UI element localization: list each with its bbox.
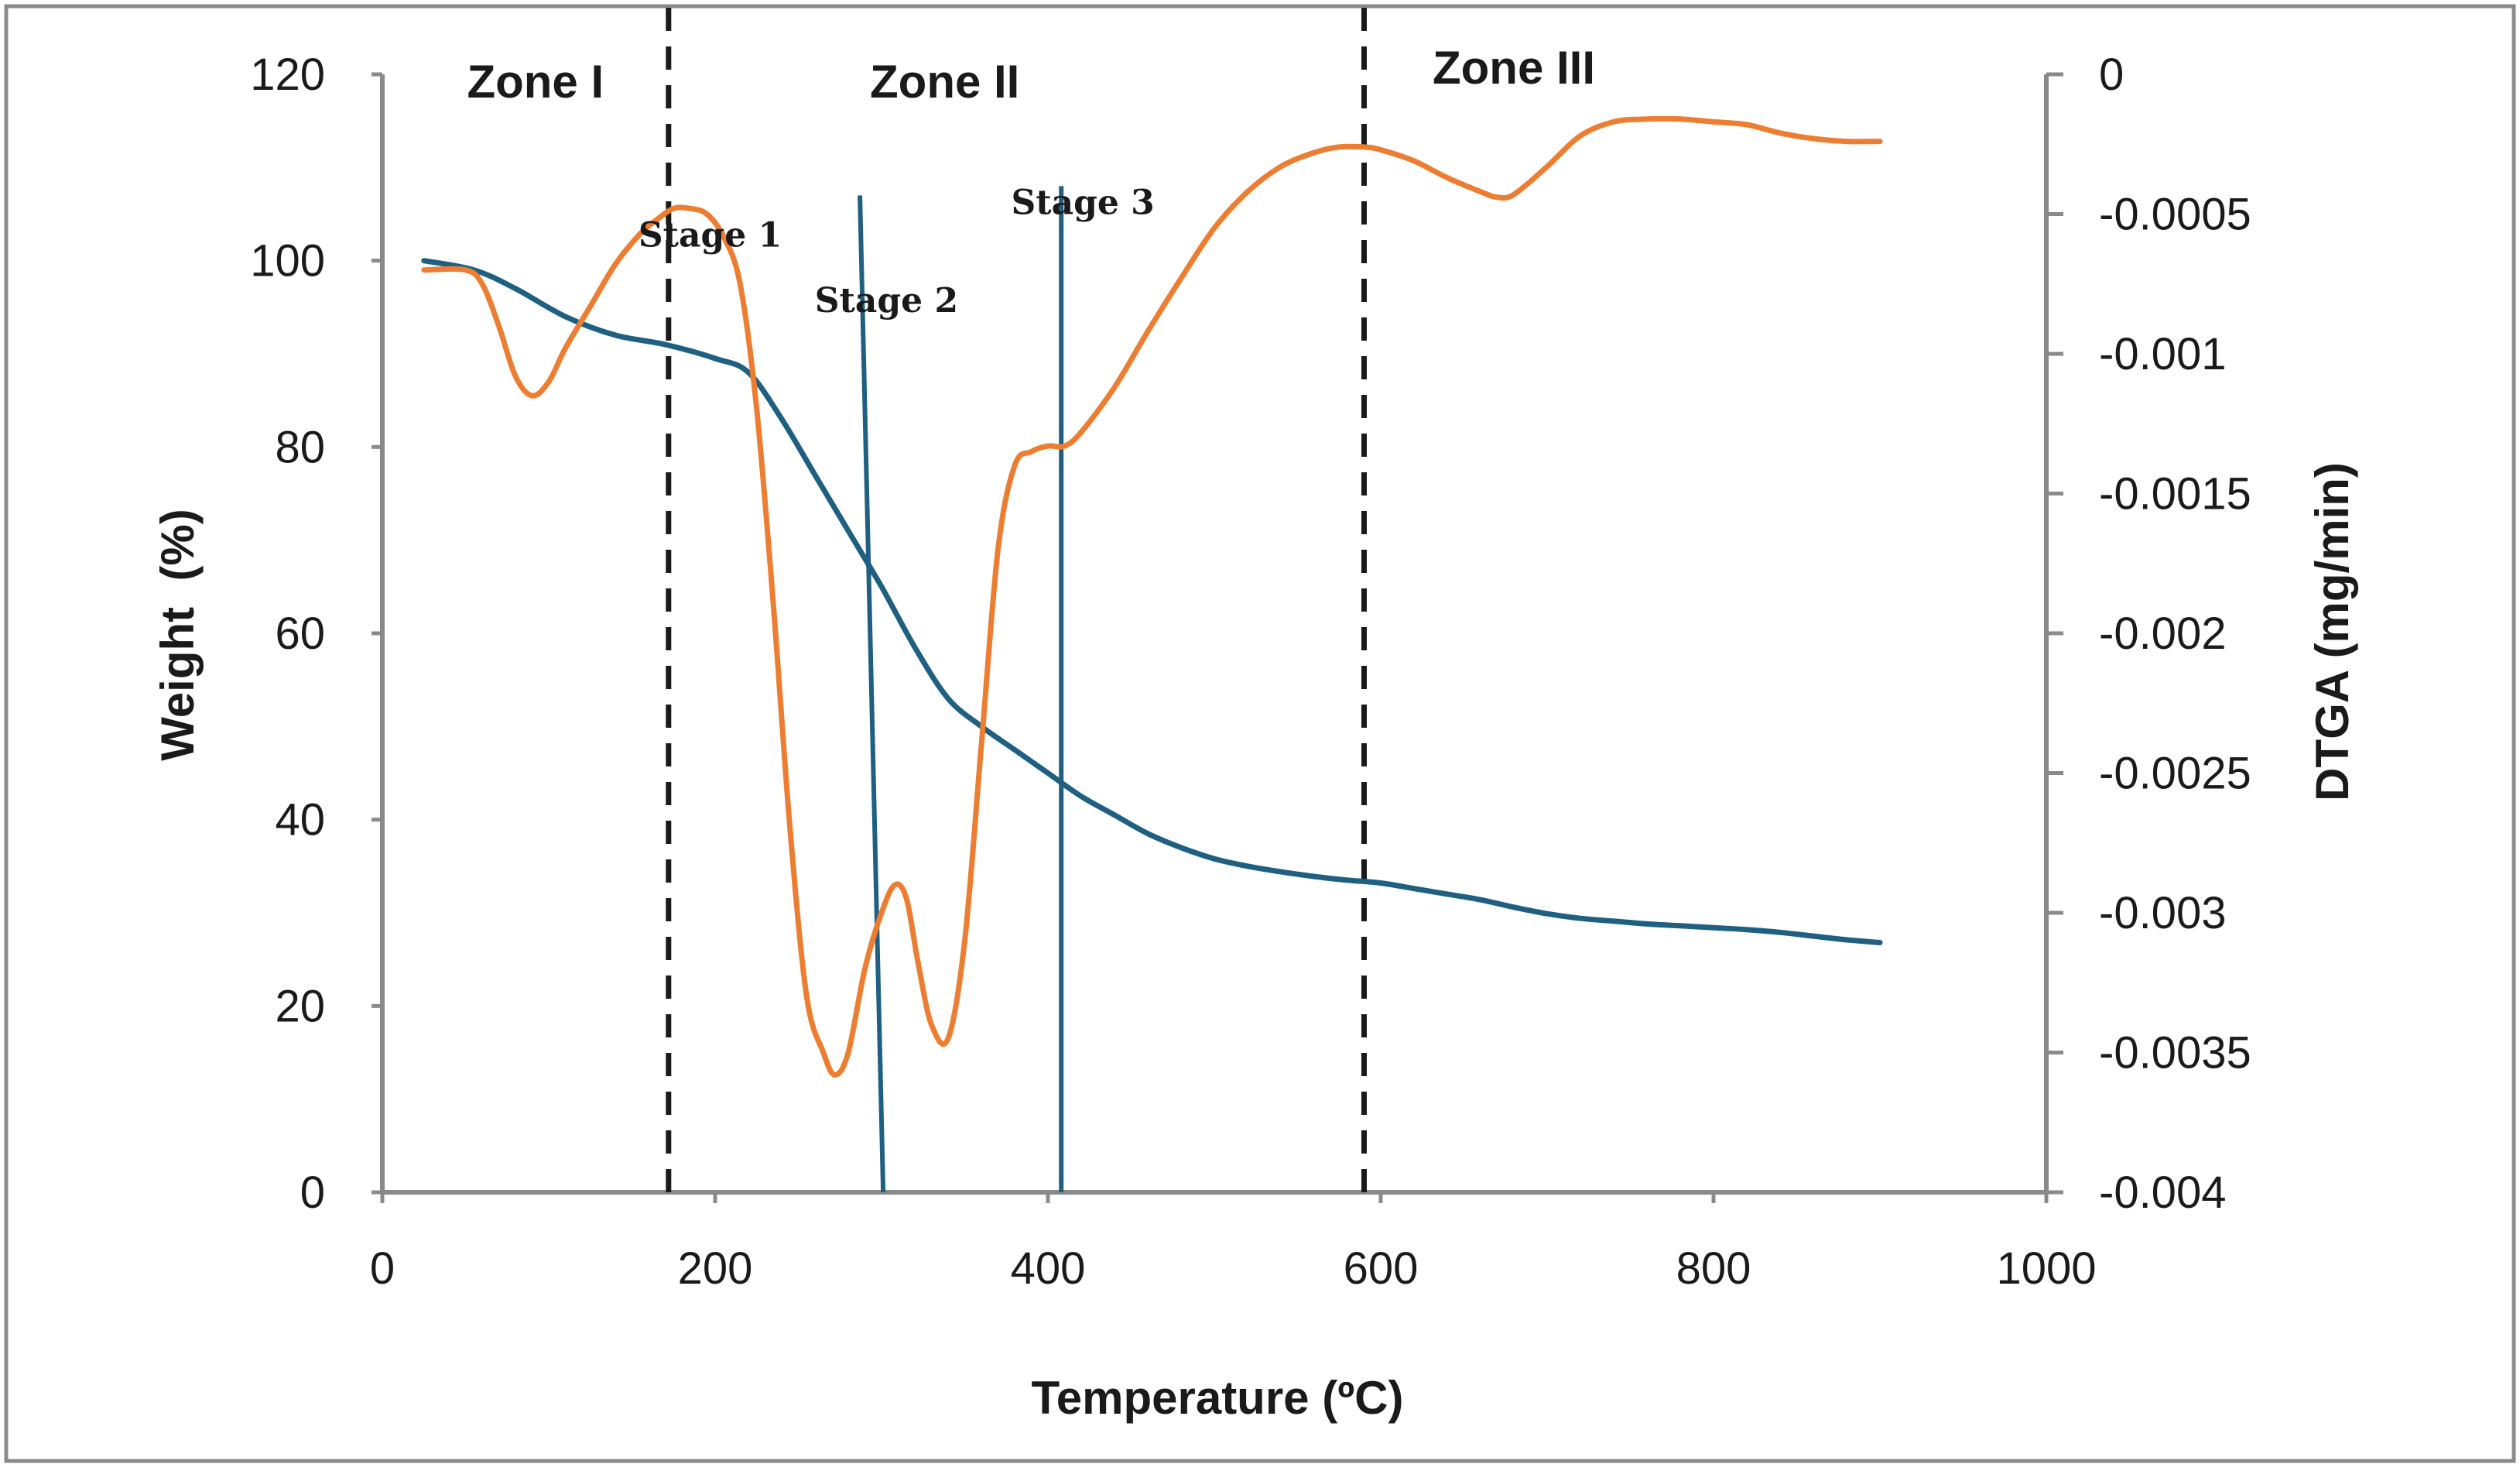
y-tick-label-left: 20 xyxy=(275,981,325,1031)
stage-line-1 xyxy=(858,195,886,1193)
y-tick-label-left: 60 xyxy=(275,609,325,659)
stage-label: Stage 1 xyxy=(639,216,782,255)
y-tick-label-left: 80 xyxy=(275,422,325,472)
annotations: Zone I Zone II Zone III Stage 1 Stage 2 Stage… xyxy=(467,42,1595,321)
zone-label: Zone III xyxy=(1433,42,1595,94)
y-tick-label-right: -0.004 xyxy=(2099,1168,2226,1218)
y-axis-title-left: Weight (%) xyxy=(152,509,204,761)
y-tick-label-right: -0.0015 xyxy=(2099,469,2251,519)
y-tick-label-left: 40 xyxy=(275,795,325,845)
y-tick-label-right: -0.003 xyxy=(2099,888,2226,938)
figure-border xyxy=(4,4,2516,1463)
reference-lines xyxy=(666,8,1367,1198)
series-group xyxy=(421,115,1883,1078)
tick-labels: 0 200 400 600 800 1000 0 20 40 60 80 100 120 0 -0.0005… xyxy=(250,50,2251,1294)
series-line-weight xyxy=(421,258,1883,945)
y-tick-label-right: -0.0035 xyxy=(2099,1028,2251,1078)
y-tick-label-left: 100 xyxy=(250,236,325,286)
x-tick-label: 400 xyxy=(1011,1243,1086,1294)
y-tick-label-left: 120 xyxy=(250,50,325,100)
y-tick-label-right: 0 xyxy=(2099,50,2124,100)
x-tick-label: 600 xyxy=(1344,1243,1419,1294)
x-tick-label: 0 xyxy=(370,1243,395,1294)
zone-label: Zone II xyxy=(870,56,1019,108)
y-tick-label-right: -0.001 xyxy=(2099,329,2226,379)
series-line-dtga xyxy=(421,115,1883,1078)
y-axis-title-right: DTGA (mg/min) xyxy=(2306,462,2358,801)
y-tick-label-right: -0.0025 xyxy=(2099,749,2251,799)
x-tick-label: 800 xyxy=(1676,1243,1751,1294)
zone-label: Zone I xyxy=(467,56,604,108)
stage-label: Stage 3 xyxy=(1011,183,1154,223)
x-axis-title: Temperature (ºC) xyxy=(1032,1372,1404,1424)
x-tick-label: 1000 xyxy=(1996,1243,2096,1294)
x-tick-label: 200 xyxy=(678,1243,753,1294)
y-tick-label-left: 0 xyxy=(300,1168,325,1218)
stage-label: Stage 2 xyxy=(815,281,958,321)
y-tick-label-right: -0.002 xyxy=(2099,609,2226,659)
y-tick-label-right: -0.0005 xyxy=(2099,190,2251,240)
